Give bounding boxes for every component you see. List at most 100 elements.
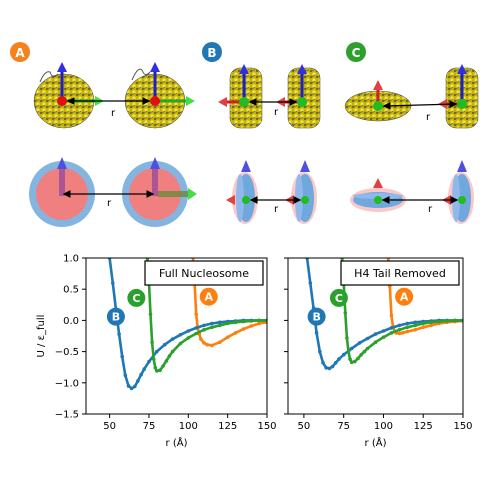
data-point-a [421, 325, 426, 330]
y-tick-label: −1.0 [55, 378, 79, 389]
data-point-c [241, 319, 246, 324]
panel-b-molecules: B r [202, 42, 321, 129]
series-c [340, 258, 463, 365]
center-dot-c1 [373, 101, 383, 111]
distance-arrow-c [382, 100, 458, 110]
series-a [191, 258, 267, 348]
schematic-tail-a2 [152, 168, 158, 196]
arrowhead-red-b1 [218, 97, 227, 107]
data-point-c [194, 331, 198, 336]
data-point-a [389, 313, 394, 318]
data-point-b [218, 320, 222, 325]
distance-label-a: r [111, 108, 116, 119]
plot-frame [287, 257, 464, 415]
chart-title: Full Nucleosome [159, 267, 249, 280]
data-point-a [210, 343, 214, 348]
panel-b-schematic: r [226, 160, 317, 224]
data-point-c [353, 359, 357, 364]
data-point-c [153, 366, 158, 370]
data-point-c [202, 328, 206, 332]
data-point-a [400, 331, 405, 335]
data-point-c [225, 321, 230, 326]
data-point-c [257, 318, 261, 323]
data-point-a [194, 312, 198, 317]
panel-c-molecules: C r [344, 42, 479, 129]
distance-label-b: r [274, 107, 279, 118]
arrowhead-red-c1 [373, 80, 383, 90]
data-point-a [233, 331, 238, 335]
x-tick-label: 100 [374, 421, 393, 432]
data-point-b [178, 333, 183, 337]
chart-title-box [144, 260, 264, 286]
series-line-a [386, 258, 463, 335]
data-point-c [218, 323, 222, 328]
data-point-b [210, 321, 214, 326]
center-dot-a1 [57, 96, 67, 106]
arrowhead-up-a2 [150, 62, 160, 72]
arrowhead-up-c2 [457, 64, 467, 74]
center-dot-a2 [150, 96, 160, 106]
x-axis-label: r (Å) [365, 436, 387, 449]
data-point-c [356, 356, 360, 361]
schematic-dot-c1 [374, 196, 382, 204]
data-point-b [381, 329, 386, 333]
data-point-b [111, 281, 115, 285]
data-point-b [349, 346, 354, 351]
data-point-c [373, 340, 378, 345]
y-tick-label: 0.5 [63, 285, 79, 296]
data-point-c [405, 325, 410, 330]
h4-tail-a2 [131, 68, 151, 81]
schematic-side-a2 [158, 191, 188, 197]
plot-frame [85, 257, 268, 415]
data-point-a [225, 335, 230, 340]
center-dot-b2 [297, 97, 307, 107]
data-point-c [164, 359, 169, 363]
data-point-b [202, 323, 206, 328]
chart-full-nucleosome: A BC 50 75 100 125 150 1.0 0.5 0.0 −0.5 −1.0 −1.5 r (… [36, 254, 277, 450]
data-point-b [333, 361, 338, 365]
data-point-a [241, 327, 246, 331]
data-point-b [142, 367, 146, 371]
series-badge-b [106, 307, 125, 326]
panel-b-letter: B [207, 46, 216, 60]
data-point-c [346, 349, 351, 354]
data-point-a [205, 342, 209, 347]
x-tick-label: 75 [337, 421, 350, 432]
center-dot-b1 [239, 97, 249, 107]
x-tick-label: 125 [414, 421, 433, 432]
schematic-arrow-up-c2 [457, 160, 467, 172]
arrowhead-up-a1 [57, 62, 67, 72]
schematic-arrow-red-c1 [373, 178, 383, 188]
x-tick-label: 150 [257, 421, 276, 432]
x-tick-label: 150 [453, 421, 472, 432]
data-point-b [129, 386, 134, 391]
data-point-c [151, 357, 156, 361]
data-point-c [365, 346, 370, 351]
x-tick-label: 50 [103, 421, 116, 432]
data-point-b [170, 337, 175, 341]
schematic-arrow-green-a2 [188, 188, 197, 200]
data-point-b [365, 336, 370, 341]
data-point-b [318, 349, 322, 354]
series-badge-a [199, 287, 218, 306]
series-badge-label-c: C [132, 292, 140, 305]
data-point-b [373, 332, 378, 336]
data-point-c [148, 312, 153, 317]
data-point-b [308, 281, 313, 285]
arrowhead-up-b1 [239, 64, 249, 74]
chart-title-box [340, 260, 460, 286]
panel-a-molecules: A r [10, 42, 195, 129]
series-badge-c [329, 288, 348, 307]
panel-a-schematic: r [29, 157, 197, 227]
y-tick-label: −0.5 [55, 347, 79, 358]
data-point-b [341, 352, 346, 357]
data-point-b [324, 366, 329, 370]
data-point-c [150, 340, 154, 345]
schematic-arrow-red-b1 [226, 195, 235, 205]
data-point-a [218, 340, 222, 345]
data-point-b [123, 373, 128, 378]
schematic-r-b: r [274, 204, 279, 215]
schematic-arrow-up-b2 [300, 160, 310, 172]
data-point-c [381, 335, 386, 340]
data-point-b [147, 359, 151, 364]
